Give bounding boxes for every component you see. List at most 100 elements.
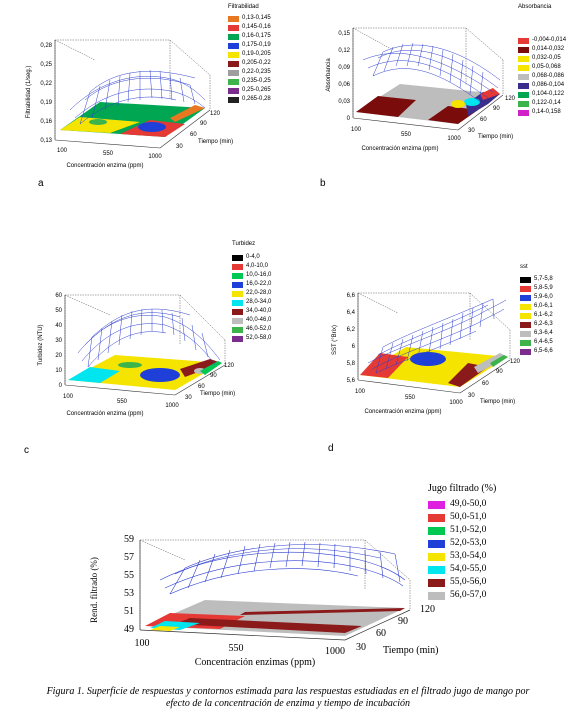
contour-floor-b	[356, 84, 500, 124]
legend-swatch	[518, 55, 529, 62]
legend-item: 53,0-54,0	[428, 550, 496, 563]
z-tick: 53	[124, 588, 134, 599]
z-ticks-b: 0 0,03 0,06 0,09 0,12 0,15	[338, 31, 350, 122]
z-tick: 0,03	[338, 99, 350, 105]
legend-title: Jugo filtrado (%)	[428, 483, 497, 494]
legend-swatch	[518, 82, 529, 89]
x-tick: 1000	[148, 154, 162, 160]
z-tick: 0,09	[338, 65, 350, 71]
figure-caption: Figura 1. Superficie de respuestas y con…	[0, 686, 576, 710]
legend-label: 0,068-0,086	[532, 73, 565, 79]
y-tick: 60	[480, 117, 487, 123]
plot-d: 5,6 5,8 6 6,2 6,4 6,6 SST (°Brix) 100 55…	[332, 292, 521, 415]
legend-swatch	[518, 64, 529, 71]
y-axis-label: Tiempo (min)	[198, 139, 233, 145]
z-tick: 6,2	[347, 327, 356, 333]
y-tick: 60	[482, 381, 489, 387]
legend-swatch	[518, 91, 529, 98]
legend-item: 0,19-0,205	[228, 50, 271, 59]
legend-title: Filtrabilidad	[228, 4, 259, 10]
legend-label: 6,4-6,5	[534, 339, 553, 345]
legend-item: 0,235-0,25	[228, 77, 271, 86]
z-tick: 0,16	[40, 119, 52, 125]
x-tick: 100	[63, 394, 74, 400]
legend-label: 0,25-0,265	[242, 87, 271, 93]
legend-swatch	[228, 33, 239, 40]
legend-title: sst	[520, 264, 528, 270]
legend-swatch	[232, 272, 243, 279]
legend-items: 5,7-5,8 5,8-5,9 5,9-6,0 6,0-6,1 6,1-6,2 6,2-6…	[520, 275, 553, 356]
legend-swatch	[428, 552, 445, 561]
z-tick: 51	[124, 606, 134, 617]
legend-label: 52,0-58,0	[246, 335, 272, 341]
axes-b	[352, 28, 504, 131]
legend-label: 0,032-0,05	[532, 55, 561, 61]
legend-d: sst 5,7-5,8 5,8-5,9 5,9-6,0 6,0-6,1 6,1-6,2 6…	[520, 263, 553, 356]
legend-swatch	[232, 317, 243, 324]
axes-c	[64, 295, 226, 396]
legend-label: 51,0-52,0	[450, 525, 487, 535]
z-tick: 0,06	[338, 82, 350, 88]
legend-swatch	[520, 276, 531, 283]
contour-floor-a	[60, 102, 205, 137]
z-tick: 0,12	[338, 48, 350, 54]
legend-swatch	[428, 513, 445, 522]
legend-item: 5,8-5,9	[520, 284, 553, 293]
legend-label: 6,2-6,3	[534, 321, 553, 327]
y-ticks-a: 30 60 90 120	[176, 111, 221, 150]
legend-swatch	[518, 46, 529, 53]
legend-label: 46,0-52,0	[246, 326, 272, 332]
legend-swatch	[428, 578, 445, 587]
y-ticks-d: 30 60 90 120	[468, 359, 521, 399]
y-tick: 120	[224, 363, 235, 369]
legend-item: 5,9-6,0	[520, 293, 553, 302]
legend-item: 6,3-6,4	[520, 329, 553, 338]
legend-item: 4,0-10,0	[232, 262, 271, 271]
y-tick: 30	[176, 144, 183, 150]
legend-label: 0,14-0,158	[532, 109, 561, 115]
z-tick: 55	[124, 570, 134, 581]
y-tick: 60	[376, 628, 386, 639]
legend-item: 0,14-0,158	[518, 108, 566, 117]
legend-label: 6,0-6,1	[534, 303, 553, 309]
legend-item: 10,0-16,0	[232, 271, 271, 280]
legend-item: 50,0-51,0	[428, 511, 496, 524]
z-ticks-a: 0,13 0,16 0,19 0,22 0,25 0,28	[40, 43, 52, 144]
legend-label: -0,004-0,014	[532, 37, 567, 43]
legend-swatch	[228, 24, 239, 31]
x-ticks-d: 100 550 1000	[355, 389, 463, 406]
z-tick: 57	[124, 552, 134, 563]
legend-label: 49,0-50,0	[450, 499, 487, 509]
x-ticks-c: 100 550 1000	[63, 394, 179, 409]
x-tick: 550	[405, 395, 416, 401]
legend-swatch	[228, 15, 239, 22]
legend-label: 5,7-5,8	[534, 276, 553, 282]
z-tick: 6,4	[347, 310, 356, 316]
legend-label: 0,122-0,14	[532, 100, 561, 106]
legend-swatch	[228, 42, 239, 49]
legend-label: 6,1-6,2	[534, 312, 553, 318]
legend-label: 0,05-0,068	[532, 64, 561, 70]
z-axis-label: SST (°Brix)	[332, 325, 338, 355]
plot-c: 0 10 20 30 40 50 60 Turbidez (NTU) 100 5…	[38, 293, 235, 417]
legend-item: 0,13-0,145	[228, 14, 271, 23]
legend-item: 0,014-0,032	[518, 45, 566, 54]
y-tick: 30	[185, 395, 192, 401]
legend-swatch	[520, 321, 531, 328]
legend-item: 54,0-55,0	[428, 563, 496, 576]
y-tick: 90	[493, 106, 500, 112]
x-tick: 100	[135, 638, 150, 649]
legend-swatch	[520, 348, 531, 355]
legend-label: 0,22-0,235	[242, 69, 271, 75]
x-tick: 1000	[325, 646, 345, 657]
z-tick: 0,13	[40, 138, 52, 144]
legend-swatch	[518, 37, 529, 44]
z-tick: 0,22	[40, 81, 52, 87]
legend-e: Jugo filtrado (%) 49,0-50,0 50,0-51,0 51,0…	[428, 482, 496, 602]
legend-item: 0,068-0,086	[518, 72, 566, 81]
legend-label: 4,0-10,0	[246, 263, 269, 269]
legend-swatch	[228, 96, 239, 103]
panel-e: 49 51 53 55 57 59 Rend. filtrado (%) 100…	[0, 470, 576, 680]
legend-label: 6,3-6,4	[534, 330, 553, 336]
y-tick: 30	[468, 128, 475, 134]
